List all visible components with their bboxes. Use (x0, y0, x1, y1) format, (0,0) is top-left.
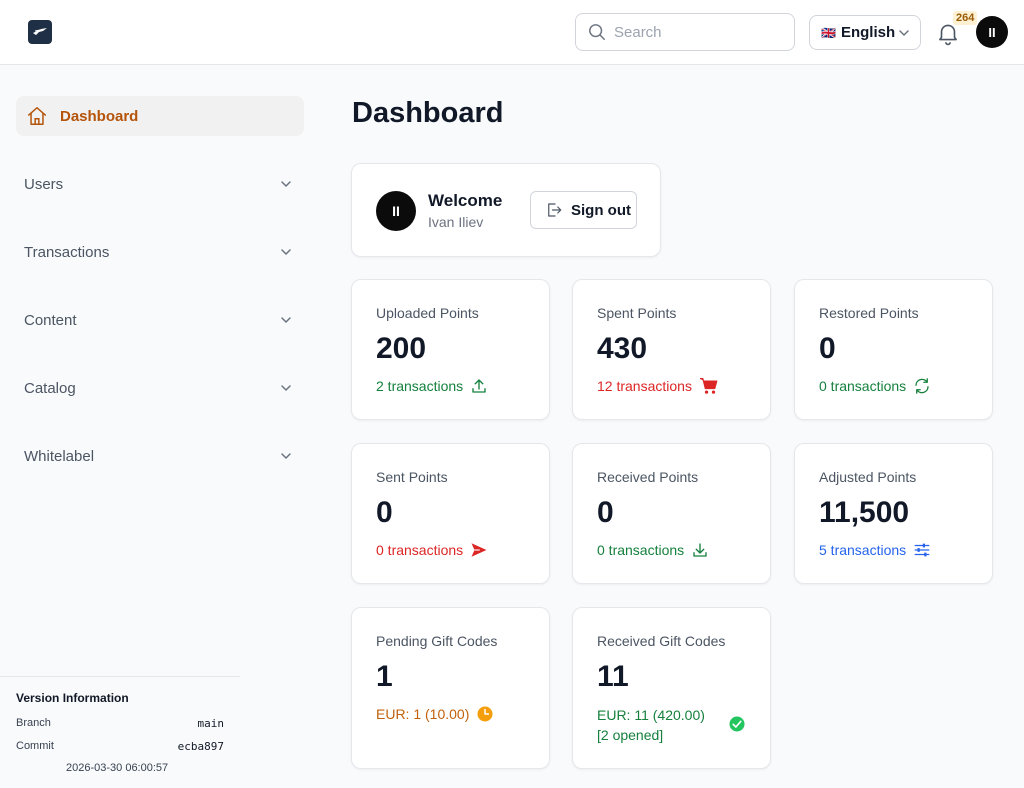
top-bar: 🇬🇧 English 264 II (0, 0, 1024, 65)
welcome-card: II Welcome Ivan Iliev Sign out (351, 163, 661, 257)
chevron-down-icon (281, 317, 291, 324)
search-icon (589, 24, 605, 40)
version-info-title: Version Information (16, 691, 129, 705)
card-opened-count: [2 opened] (597, 727, 664, 743)
sidebar: Dashboard Users Transactions Content Cat… (0, 65, 320, 788)
search-box[interactable] (575, 13, 795, 51)
sign-out-button[interactable]: Sign out (530, 191, 637, 229)
card-value: 11,500 (819, 496, 910, 529)
card-title: Spent Points (597, 305, 677, 321)
upload-icon (470, 377, 488, 395)
card-value: 430 (597, 332, 648, 365)
app-logo[interactable] (28, 20, 52, 44)
card-transactions: 2 transactions (376, 378, 464, 394)
version-info: Version Information Branch main Commit e… (0, 676, 240, 788)
chevron-down-icon (281, 181, 291, 188)
sidebar-item-dashboard[interactable]: Dashboard (16, 96, 304, 136)
notifications-button[interactable] (935, 20, 961, 46)
stat-card-sent-points[interactable]: Sent Points 0 0 transactions (351, 443, 550, 584)
search-input[interactable] (614, 23, 784, 41)
sidebar-item-users[interactable]: Users (16, 164, 304, 204)
card-title: Restored Points (819, 305, 919, 321)
sliders-icon (913, 541, 931, 559)
send-icon (470, 541, 488, 559)
card-subtext: 2 transactions (376, 377, 488, 395)
branch-label: Branch (16, 717, 51, 729)
commit-value: ecba897 (177, 740, 224, 753)
version-commit-row: Commit ecba897 (16, 740, 224, 753)
bell-icon (939, 24, 957, 46)
home-icon (28, 107, 46, 125)
sidebar-item-content[interactable]: Content (16, 300, 304, 340)
chevron-down-icon (281, 385, 291, 392)
card-subtext: 0 transactions (376, 541, 488, 559)
card-title: Adjusted Points (819, 469, 917, 485)
stat-card-received-points[interactable]: Received Points 0 0 transactions (572, 443, 771, 584)
card-transactions: 0 transactions (376, 542, 464, 558)
clock-icon (476, 705, 494, 723)
card-value: 0 (819, 332, 836, 365)
card-value: 1 (376, 660, 393, 693)
logo-mark-icon (33, 28, 47, 35)
user-avatar[interactable]: II (976, 16, 1008, 48)
refresh-icon (913, 377, 931, 395)
card-title: Received Gift Codes (597, 633, 726, 649)
card-subtext: 0 transactions (597, 541, 709, 559)
card-value: 200 (376, 332, 427, 365)
avatar: II (376, 191, 416, 231)
sidebar-item-label: Dashboard (60, 107, 139, 125)
branch-value: main (197, 717, 225, 730)
card-subtext: 5 transactions (819, 541, 931, 559)
sign-out-icon (548, 203, 562, 217)
uk-flag-icon: 🇬🇧 (821, 25, 836, 40)
sidebar-item-transactions[interactable]: Transactions (16, 232, 304, 272)
sidebar-item-label: Users (24, 175, 64, 193)
card-gift-summary: EUR: 1 (10.00) (376, 706, 470, 722)
sign-out-label: Sign out (571, 201, 631, 219)
card-title: Sent Points (376, 469, 448, 485)
card-value: 11 (597, 660, 629, 693)
card-title: Received Points (597, 469, 699, 485)
download-icon (691, 541, 709, 559)
card-title: Pending Gift Codes (376, 633, 498, 649)
language-label: English (840, 24, 896, 41)
stat-card-spent-points[interactable]: Spent Points 430 12 transactions (572, 279, 771, 420)
check-circle-icon (728, 715, 746, 738)
user-name: Ivan Iliev (428, 214, 484, 230)
language-select[interactable]: 🇬🇧 English (809, 15, 921, 50)
card-transactions: 0 transactions (819, 378, 907, 394)
chevron-down-icon (899, 30, 909, 37)
notification-count-badge: 264 (953, 11, 978, 25)
page-title: Dashboard (352, 97, 504, 129)
card-transactions: 5 transactions (819, 542, 907, 558)
card-subtext: EUR: 1 (10.00) (376, 705, 494, 723)
build-date: 2026-03-30 06:00:57 (66, 762, 169, 774)
welcome-title: Welcome (428, 191, 503, 210)
sidebar-item-catalog[interactable]: Catalog (16, 368, 304, 408)
stat-card-pending-gift-codes[interactable]: Pending Gift Codes 1 EUR: 1 (10.00) (351, 607, 550, 769)
cart-icon (699, 377, 719, 395)
sidebar-item-label: Whitelabel (24, 447, 95, 465)
card-title: Uploaded Points (376, 305, 479, 321)
card-transactions: 0 transactions (597, 542, 685, 558)
sidebar-item-label: Catalog (24, 379, 76, 397)
commit-label: Commit (16, 740, 54, 752)
version-branch-row: Branch main (16, 717, 225, 730)
stat-card-uploaded-points[interactable]: Uploaded Points 200 2 transactions (351, 279, 550, 420)
card-subtext: 0 transactions (819, 377, 931, 395)
chevron-down-icon (281, 249, 291, 256)
sidebar-item-label: Content (24, 311, 77, 329)
card-subtext: EUR: 11 (420.00) [2 opened] (597, 705, 705, 745)
sidebar-item-label: Transactions (24, 243, 110, 261)
card-transactions: 12 transactions (597, 378, 692, 394)
card-value: 0 (376, 496, 393, 529)
stat-card-adjusted-points[interactable]: Adjusted Points 11,500 5 transactions (794, 443, 993, 584)
sidebar-item-whitelabel[interactable]: Whitelabel (16, 436, 304, 476)
card-subtext: 12 transactions (597, 377, 719, 395)
chevron-down-icon (281, 453, 291, 460)
stat-card-received-gift-codes[interactable]: Received Gift Codes 11 EUR: 11 (420.00) … (572, 607, 771, 769)
stat-card-restored-points[interactable]: Restored Points 0 0 transactions (794, 279, 993, 420)
card-gift-summary: EUR: 11 (420.00) (597, 707, 705, 723)
card-value: 0 (597, 496, 614, 529)
